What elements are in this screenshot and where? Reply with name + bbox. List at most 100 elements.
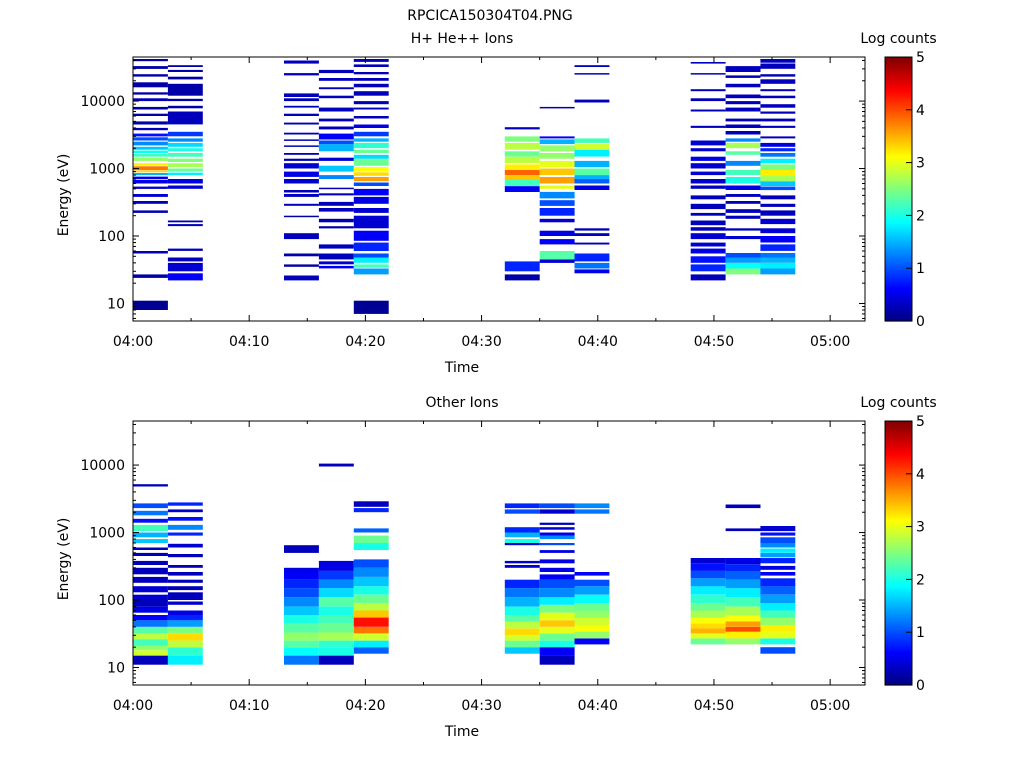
colorbar-band	[885, 644, 912, 648]
heatmap-cell	[725, 215, 761, 219]
heatmap-cell	[574, 572, 610, 576]
colorbar-band	[885, 439, 912, 442]
heatmap-cell	[318, 87, 354, 90]
heatmap-cell	[539, 522, 575, 525]
heatmap-cell	[539, 139, 575, 145]
heatmap-cell	[760, 236, 796, 243]
heatmap-cell	[318, 187, 354, 190]
colorbar-band	[885, 71, 912, 74]
heatmap-cell	[574, 175, 610, 179]
heatmap-cell	[318, 606, 354, 615]
heatmap-cell	[690, 586, 726, 595]
colorbar-band	[885, 453, 912, 457]
heatmap-cell	[690, 156, 726, 161]
heatmap-cell	[760, 218, 796, 225]
colorbar-band	[885, 605, 912, 609]
colorbar-band	[885, 288, 912, 292]
heatmap-cell	[318, 69, 354, 74]
colorbar-band	[885, 270, 912, 273]
heatmap-cell	[167, 647, 203, 656]
colorbar-band	[885, 260, 912, 263]
colorbar-band	[885, 528, 912, 532]
heatmap-cell	[284, 615, 319, 624]
heatmap-cell	[504, 615, 540, 622]
colorbar-band	[885, 544, 912, 548]
colorbar-band	[885, 107, 912, 111]
colorbar-band	[885, 170, 912, 174]
heatmap-cell	[353, 154, 389, 159]
colorbar-band	[885, 666, 912, 670]
heatmap-cell	[760, 244, 796, 251]
heatmap-cell	[539, 509, 575, 514]
heatmap-cell	[167, 615, 203, 621]
heatmap-cell	[284, 179, 319, 184]
heatmap-cell	[167, 69, 203, 72]
colorbar-band	[885, 463, 912, 467]
y-tick-label: 100	[98, 229, 125, 245]
heatmap-cell	[539, 239, 575, 245]
heatmap-cell	[353, 501, 389, 507]
colorbar-frame	[884, 56, 913, 322]
heatmap-cell	[167, 153, 203, 157]
colorbar-band	[885, 160, 912, 164]
heatmap-cell	[574, 631, 610, 639]
colorbar-tick-label: 4	[916, 103, 925, 119]
colorbar-band	[885, 421, 912, 424]
heatmap-cell	[318, 570, 354, 580]
heatmap-cell	[353, 131, 389, 137]
colorbar-band	[885, 93, 912, 97]
y-tick-label: 100	[98, 593, 125, 609]
colorbar-band	[885, 467, 912, 471]
heatmap-cell	[690, 98, 726, 102]
colorbar-band	[885, 178, 912, 182]
colorbar-band	[885, 258, 912, 261]
colorbar-band	[885, 209, 912, 212]
colorbar-band	[885, 494, 912, 497]
heatmap-cell	[504, 156, 540, 164]
colorbar-band	[885, 488, 912, 491]
colorbar-band	[885, 89, 912, 93]
heatmap-cell	[353, 172, 389, 176]
colorbar-band	[885, 490, 912, 493]
colorbar-band	[885, 69, 912, 72]
colorbar-band	[885, 243, 912, 247]
colorbar-band	[885, 555, 912, 558]
heatmap-cell	[284, 632, 319, 641]
heatmap-cell	[574, 168, 610, 175]
colorbar-band	[885, 648, 912, 652]
heatmap-cell	[504, 509, 540, 514]
colorbar-band	[885, 638, 912, 641]
heatmap-cell	[725, 606, 761, 615]
colorbar-band	[885, 316, 912, 320]
heatmap-cell	[690, 248, 726, 254]
heatmap-cell	[725, 588, 761, 598]
heatmap-cell	[539, 527, 575, 530]
heatmap-cell	[318, 615, 354, 624]
heatmap-cell	[284, 158, 319, 161]
colorbar-band	[885, 128, 912, 131]
heatmap-cell	[353, 59, 389, 62]
heatmap-cell	[760, 186, 796, 191]
heatmap-cell	[690, 163, 726, 169]
colorbar-band	[885, 650, 912, 654]
x-tick-label: 04:00	[113, 334, 153, 350]
heatmap-cell	[504, 527, 540, 533]
colorbar-band	[885, 524, 912, 528]
heatmap-cell	[504, 560, 540, 564]
heatmap-cell	[690, 633, 726, 639]
heatmap-cell	[690, 578, 726, 587]
heatmap-cell	[539, 633, 575, 641]
colorbar-band	[885, 172, 912, 176]
heatmap-cell	[725, 138, 761, 142]
colorbar-band	[885, 211, 912, 214]
heatmap-cell	[133, 251, 168, 254]
heatmap-cell	[318, 632, 354, 641]
colorbar-band	[885, 266, 912, 269]
heatmap-cell	[353, 610, 389, 618]
colorbar-band	[885, 221, 912, 225]
heatmap-cell	[133, 484, 168, 487]
colorbar-band	[885, 99, 912, 103]
colorbar-band	[885, 575, 912, 578]
heatmap-cell	[133, 186, 168, 189]
heatmap-cell	[318, 218, 354, 223]
